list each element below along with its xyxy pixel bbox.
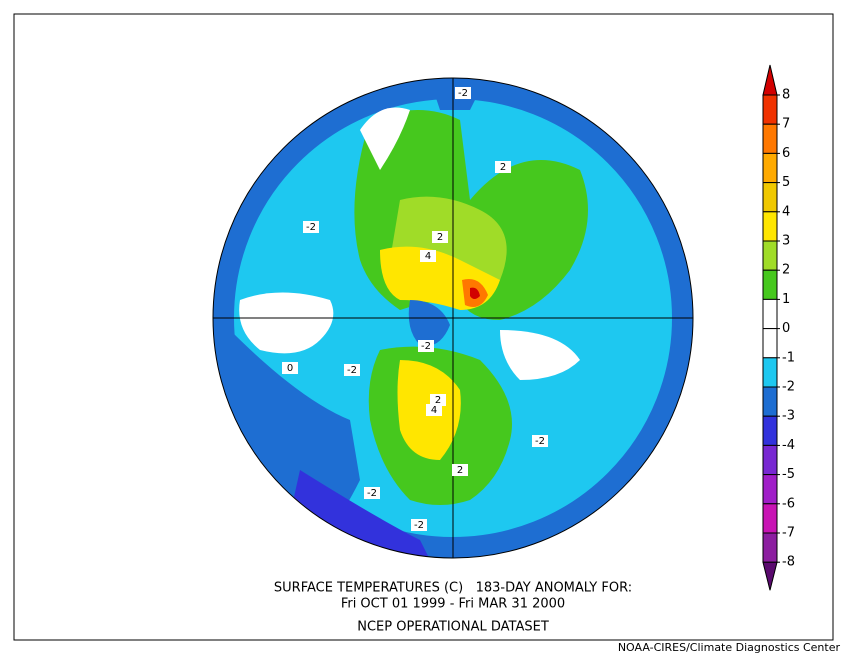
- colorbar-label: 3: [782, 234, 790, 249]
- contour-label-box: [344, 364, 360, 376]
- colorbar-label: -7: [782, 526, 795, 541]
- colorbar-band: [762, 152, 778, 184]
- colorbar-label: 6: [782, 146, 790, 161]
- colorbar-label: -4: [782, 438, 795, 453]
- contour-label: -2: [458, 88, 468, 99]
- contour-label-box: [426, 404, 442, 416]
- colorbar-band: [762, 357, 778, 388]
- colorbar-band: [762, 182, 778, 213]
- colorbar: 8 7 6 5 4 3 2 1 0 -1 -2 -3 -4 -5 -6 -7 -8: [762, 64, 795, 591]
- contour-label-box: [418, 340, 434, 352]
- colorbar-band: [762, 298, 778, 330]
- colorbar-label: -2: [782, 380, 795, 395]
- colorbar-label: -1: [782, 350, 795, 365]
- colorbar-label: -6: [782, 496, 795, 511]
- colorbar-band: [762, 94, 778, 125]
- contour-label: -2: [414, 520, 424, 531]
- contour-label-box: [455, 87, 471, 99]
- title: SURFACE TEMPERATURES (C) 183-DAY ANOMALY…: [274, 581, 632, 596]
- colorbar-label: 4: [782, 204, 790, 219]
- colorbar-band: [762, 328, 778, 359]
- contour-label: -2: [367, 488, 377, 499]
- contour-label: 4: [431, 405, 437, 416]
- contour-label-box: [282, 362, 298, 374]
- colorbar-label: 8: [782, 88, 790, 103]
- contour-label: 0: [287, 363, 293, 374]
- contour-label: -2: [347, 365, 357, 376]
- colorbar-band: [762, 415, 778, 446]
- contour-label-box: [432, 231, 448, 243]
- colorbar-label: 7: [782, 117, 790, 132]
- contour-label-box: [420, 250, 436, 262]
- contour-label: 2: [437, 232, 443, 243]
- contour-label: 2: [435, 395, 441, 406]
- colorbar-band: [762, 386, 778, 417]
- colorbar-cap: [762, 561, 778, 591]
- colorbar-band: [762, 532, 778, 563]
- contour-label-box: [303, 221, 319, 233]
- colorbar-band: [762, 240, 778, 271]
- colorbar-label: 0: [782, 321, 790, 336]
- contour-label-box: [495, 161, 511, 173]
- colorbar-band: [762, 474, 778, 505]
- period: Fri OCT 01 1999 - Fri MAR 31 2000: [341, 597, 565, 612]
- colorbar-band: [762, 211, 778, 242]
- colorbar-band: [762, 503, 778, 534]
- colorbar-label: -3: [782, 409, 795, 424]
- colorbar-band: [762, 269, 778, 300]
- colorbar-band: [762, 123, 778, 154]
- contour-label-box: [452, 464, 468, 476]
- colorbar-label: -8: [782, 555, 795, 570]
- colorbar-band: [762, 444, 778, 476]
- colorbar-label: 1: [782, 292, 790, 307]
- dataset: NCEP OPERATIONAL DATASET: [357, 620, 549, 635]
- contour-label: -2: [421, 341, 431, 352]
- contour-label-box: [430, 394, 446, 406]
- credit: NOAA-CIRES/Climate Diagnostics Center: [618, 641, 841, 654]
- contour-label: 2: [457, 465, 463, 476]
- colorbar-label: -5: [782, 467, 795, 482]
- contour-label: 4: [425, 251, 431, 262]
- colorbar-label: 2: [782, 263, 790, 278]
- contour-label: -2: [535, 436, 545, 447]
- contour-label: 2: [500, 162, 506, 173]
- contour-label-box: [532, 435, 548, 447]
- contour-label-box: [411, 519, 427, 531]
- colorbar-label: 5: [782, 175, 790, 190]
- contour-label: -2: [306, 222, 316, 233]
- contour-label-box: [364, 487, 380, 499]
